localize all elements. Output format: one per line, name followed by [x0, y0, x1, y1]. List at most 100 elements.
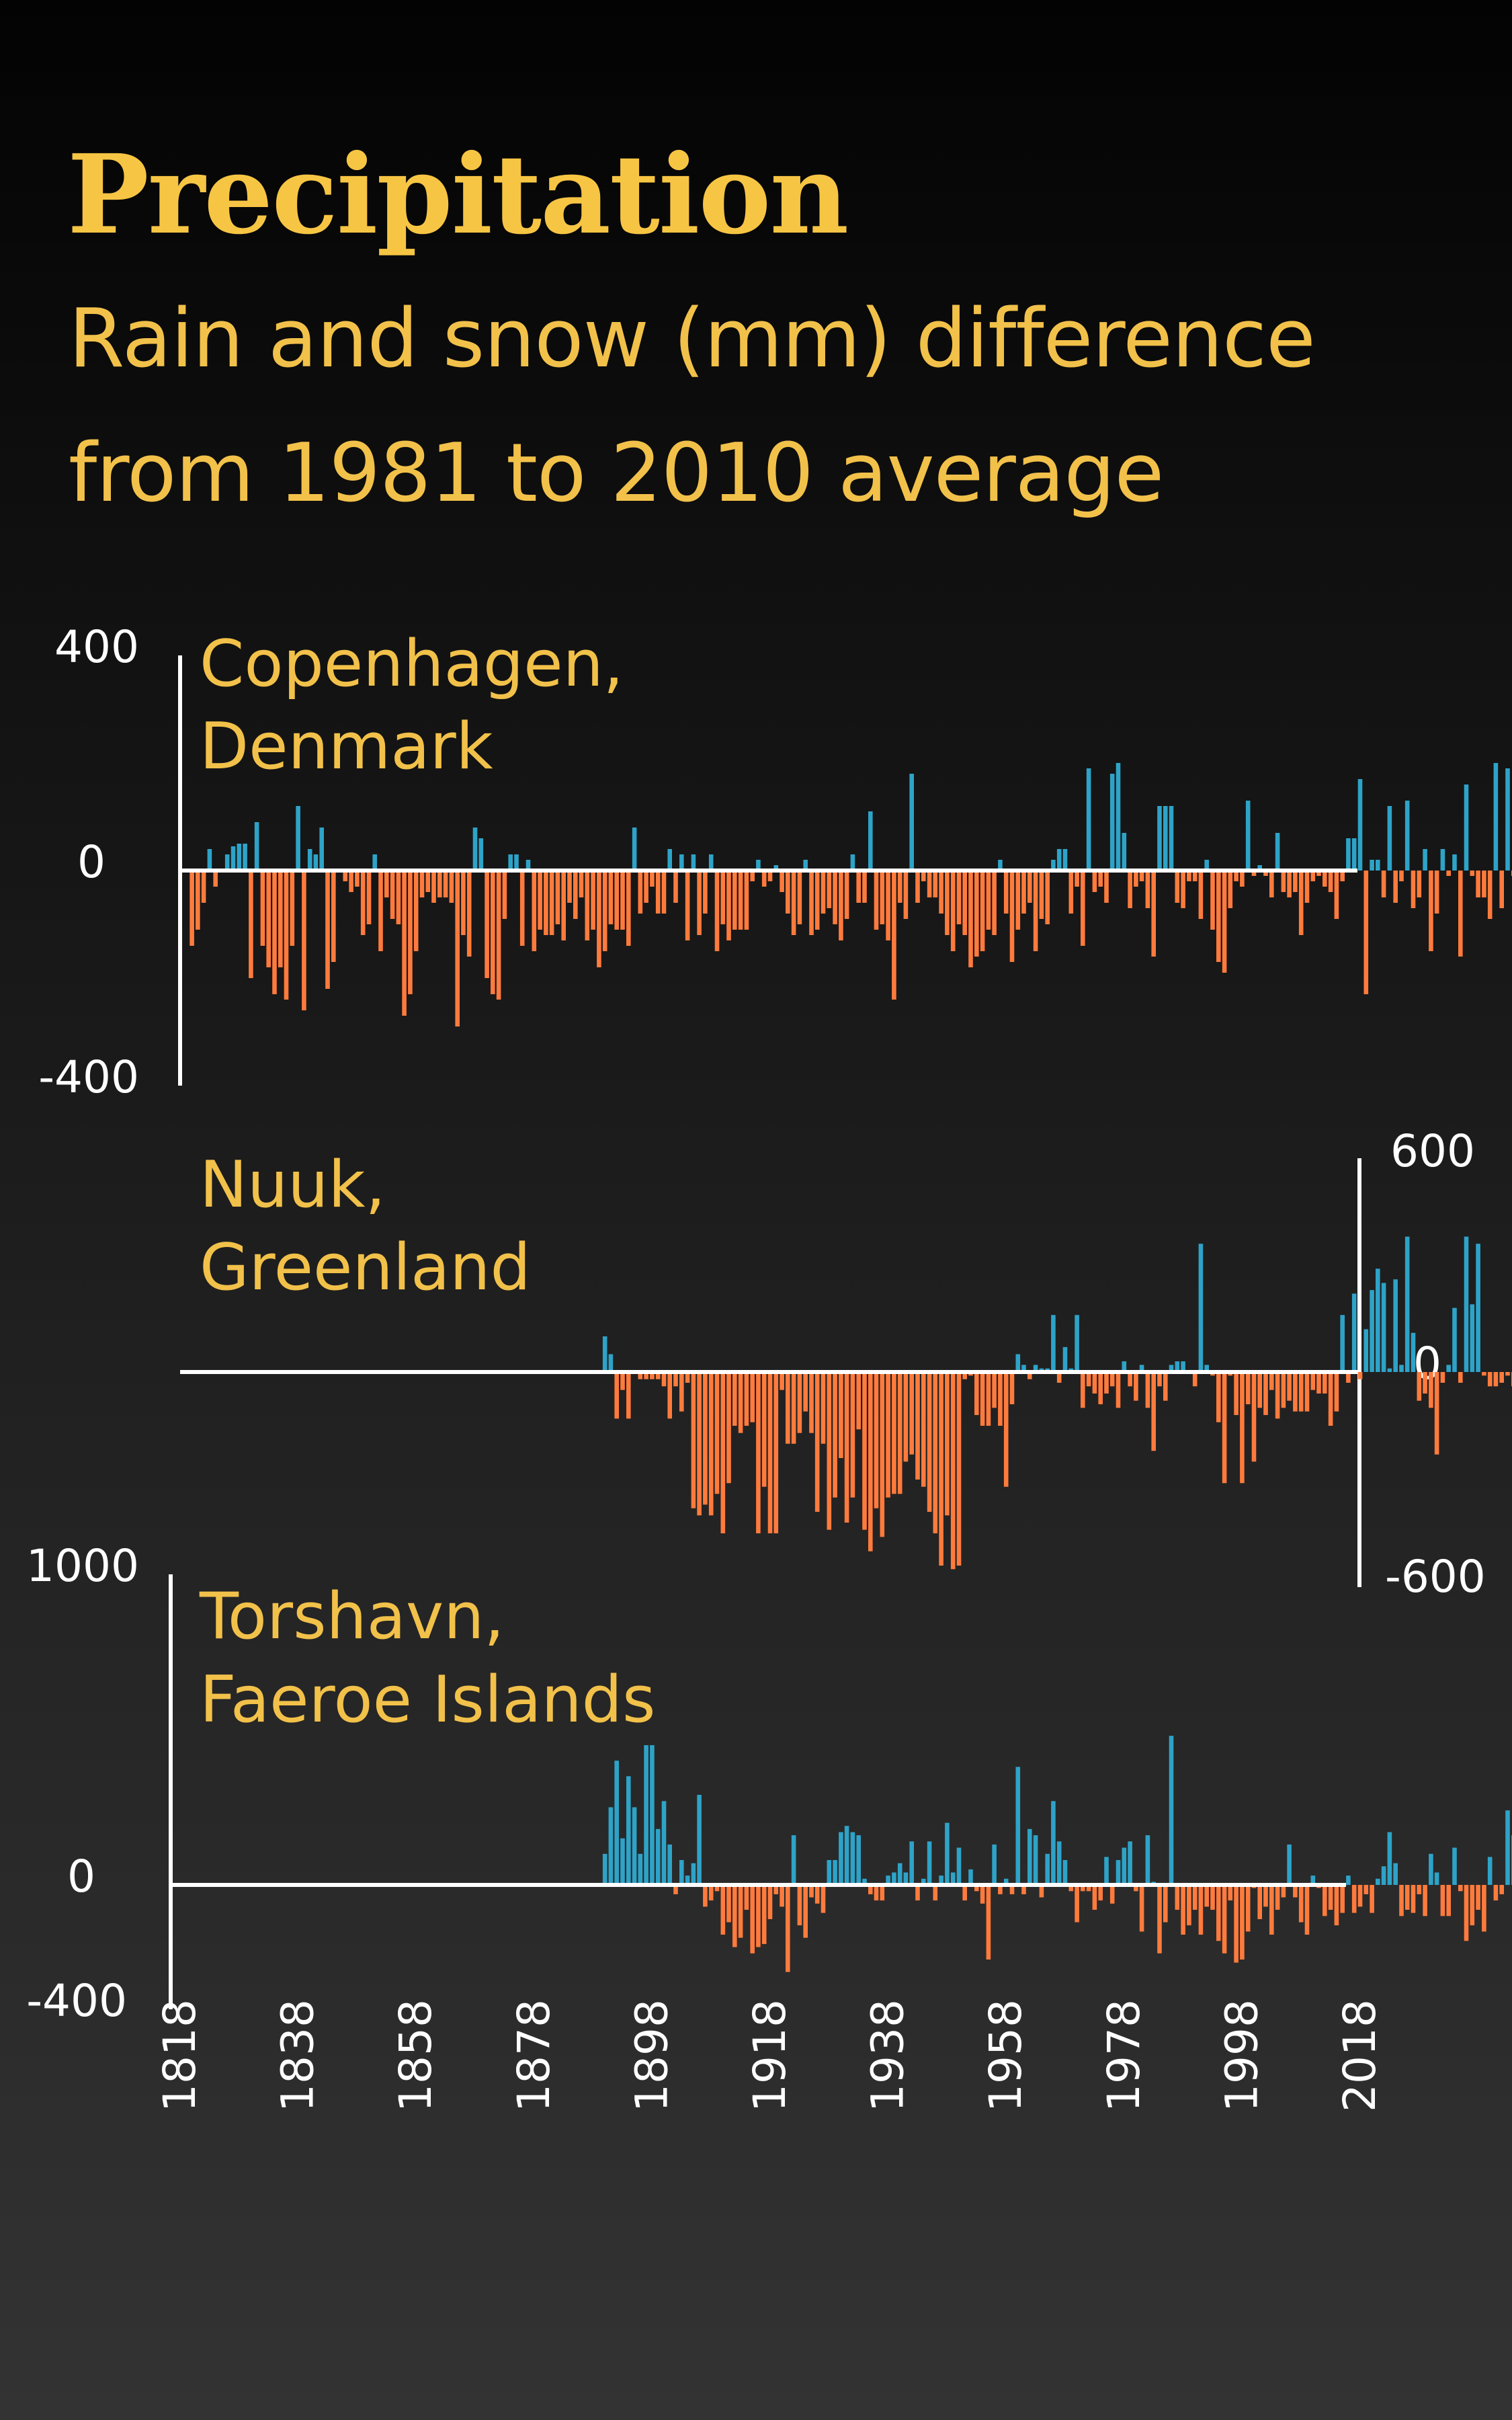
bar-positive-1891 [608, 1807, 614, 1885]
bar-negative-1920 [780, 871, 784, 892]
bar-positive-1958 [1003, 1878, 1009, 1885]
bar-negative-1896 [638, 1372, 643, 1379]
bar-positive-1933 [856, 1835, 861, 1885]
bar-negative-1937 [880, 871, 885, 924]
bar-negative-1962 [1027, 871, 1032, 903]
bar-negative-2020 [1370, 1885, 1374, 1913]
bar-negative-1900 [661, 871, 667, 914]
bar-positive-2023 [1387, 1832, 1392, 1885]
bar-negative-2042 [1499, 871, 1504, 908]
bar-negative-1980 [1134, 1372, 1138, 1401]
bar-negative-2024 [1393, 871, 1398, 903]
panel-label-line-2: Greenland [200, 1231, 531, 1305]
bar-negative-2005 [1281, 871, 1286, 892]
bar-negative-1941 [903, 1372, 909, 1462]
bar-negative-1947 [939, 1372, 943, 1566]
bar-positive-2027 [1411, 1332, 1416, 1372]
bar-negative-1926 [814, 871, 820, 930]
bar-positive-1987 [1175, 1361, 1180, 1372]
bar-negative-1910 [720, 1885, 726, 1935]
bar-positive-1960 [1015, 1354, 1021, 1372]
bar-negative-1915 [750, 1885, 755, 1953]
bar-negative-1917 [761, 1885, 767, 1944]
bar-negative-1984 [1157, 1372, 1162, 1387]
bar-negative-1907 [703, 1372, 708, 1505]
y-tick-label: -600 [1385, 1551, 1486, 1603]
bar-negative-1846 [343, 871, 348, 881]
bar-negative-2039 [1482, 1885, 1486, 1932]
bar-positive-2018 [1357, 779, 1363, 871]
bar-negative-2018 [1357, 1885, 1363, 1907]
bar-negative-1934 [862, 1372, 867, 1530]
bar-negative-1964 [1039, 1885, 1044, 1898]
bar-negative-1987 [1175, 1885, 1180, 1910]
bar-negative-1998 [1240, 1885, 1245, 1960]
bar-negative-1938 [886, 1372, 890, 1498]
y-tick-label: 600 [1390, 1125, 1475, 1177]
bar-negative-2028 [1417, 1885, 1422, 1894]
bar-negative-1909 [714, 871, 720, 951]
bar-positive-1905 [691, 1863, 696, 1885]
bar-negative-1887 [585, 871, 590, 940]
bar-positive-1965 [1045, 1853, 1050, 1885]
bar-positive-1895 [632, 828, 637, 871]
bar-negative-1981 [1139, 1885, 1144, 1932]
bar-negative-1843 [325, 871, 330, 989]
bar-negative-1911 [726, 1372, 731, 1484]
bar-negative-1890 [602, 871, 607, 951]
bar-positive-2021 [1376, 1268, 1380, 1372]
bar-negative-1944 [921, 871, 926, 881]
bar-negative-1866 [461, 871, 466, 935]
bar-positive-2022 [1381, 1866, 1386, 1885]
bar-negative-2003 [1269, 1885, 1274, 1935]
panel-torshavn: Torshavn, Faeroe Islands 1000 0 -400 [26, 1540, 1512, 2027]
bar-negative-2039 [1482, 871, 1486, 897]
bar-positive-2004 [1275, 833, 1280, 871]
bar-negative-2019 [1363, 1885, 1369, 1894]
x-tick-label: 1938 [862, 1999, 914, 2112]
bar-negative-1998 [1240, 871, 1245, 887]
bar-negative-1834 [272, 871, 277, 994]
bar-negative-1867 [466, 871, 472, 957]
bar-positive-1952 [968, 1869, 973, 1885]
bar-positive-1916 [756, 860, 761, 871]
bar-negative-1909 [714, 1372, 720, 1494]
bar-negative-1940 [897, 871, 902, 903]
bar-negative-1899 [655, 871, 661, 914]
x-tick-label: 1818 [154, 1999, 206, 2112]
bar-positive-2036 [1464, 1236, 1469, 1372]
bar-negative-1871 [491, 871, 495, 994]
bar-negative-1897 [644, 871, 648, 903]
x-tick-label: 1838 [272, 1999, 324, 2112]
bar-positive-1906 [697, 1795, 702, 1885]
bar-positive-2026 [1404, 1236, 1410, 1372]
bar-negative-1980 [1134, 871, 1138, 887]
bar-negative-1912 [732, 1885, 737, 1947]
bar-positive-2026 [1404, 801, 1410, 871]
bar-negative-1955 [986, 1885, 991, 1960]
bar-negative-1908 [708, 1885, 714, 1901]
bar-negative-1974 [1098, 1372, 1103, 1404]
bar-negative-1923 [797, 1885, 802, 1926]
bar-negative-1916 [756, 1885, 761, 1947]
bar-positive-1968 [1062, 1860, 1068, 1885]
bar-positive-2017 [1351, 1293, 1357, 1372]
x-axis: 1818 1838 1858 1878 1898 1918 1938 1958 … [154, 1999, 1386, 2112]
bar-negative-2009 [1304, 1372, 1310, 1412]
bar-negative-1899 [655, 1372, 661, 1379]
bar-negative-1920 [780, 1885, 784, 1907]
bar-negative-1990 [1192, 1372, 1198, 1387]
bar-positive-2017 [1351, 838, 1357, 871]
bar-positive-1831 [254, 822, 259, 871]
bar-negative-1920 [780, 1372, 784, 1390]
bar-negative-2006 [1287, 871, 1292, 897]
bar-positive-1940 [897, 1863, 902, 1885]
bar-negative-1925 [809, 1885, 814, 1898]
bar-positive-1977 [1116, 763, 1121, 871]
bar-positive-2031 [1434, 1872, 1439, 1885]
bar-negative-1952 [968, 871, 973, 967]
bar-negative-1844 [331, 871, 336, 962]
bar-positive-1982 [1145, 1835, 1150, 1885]
bar-negative-2038 [1476, 1885, 1480, 1910]
